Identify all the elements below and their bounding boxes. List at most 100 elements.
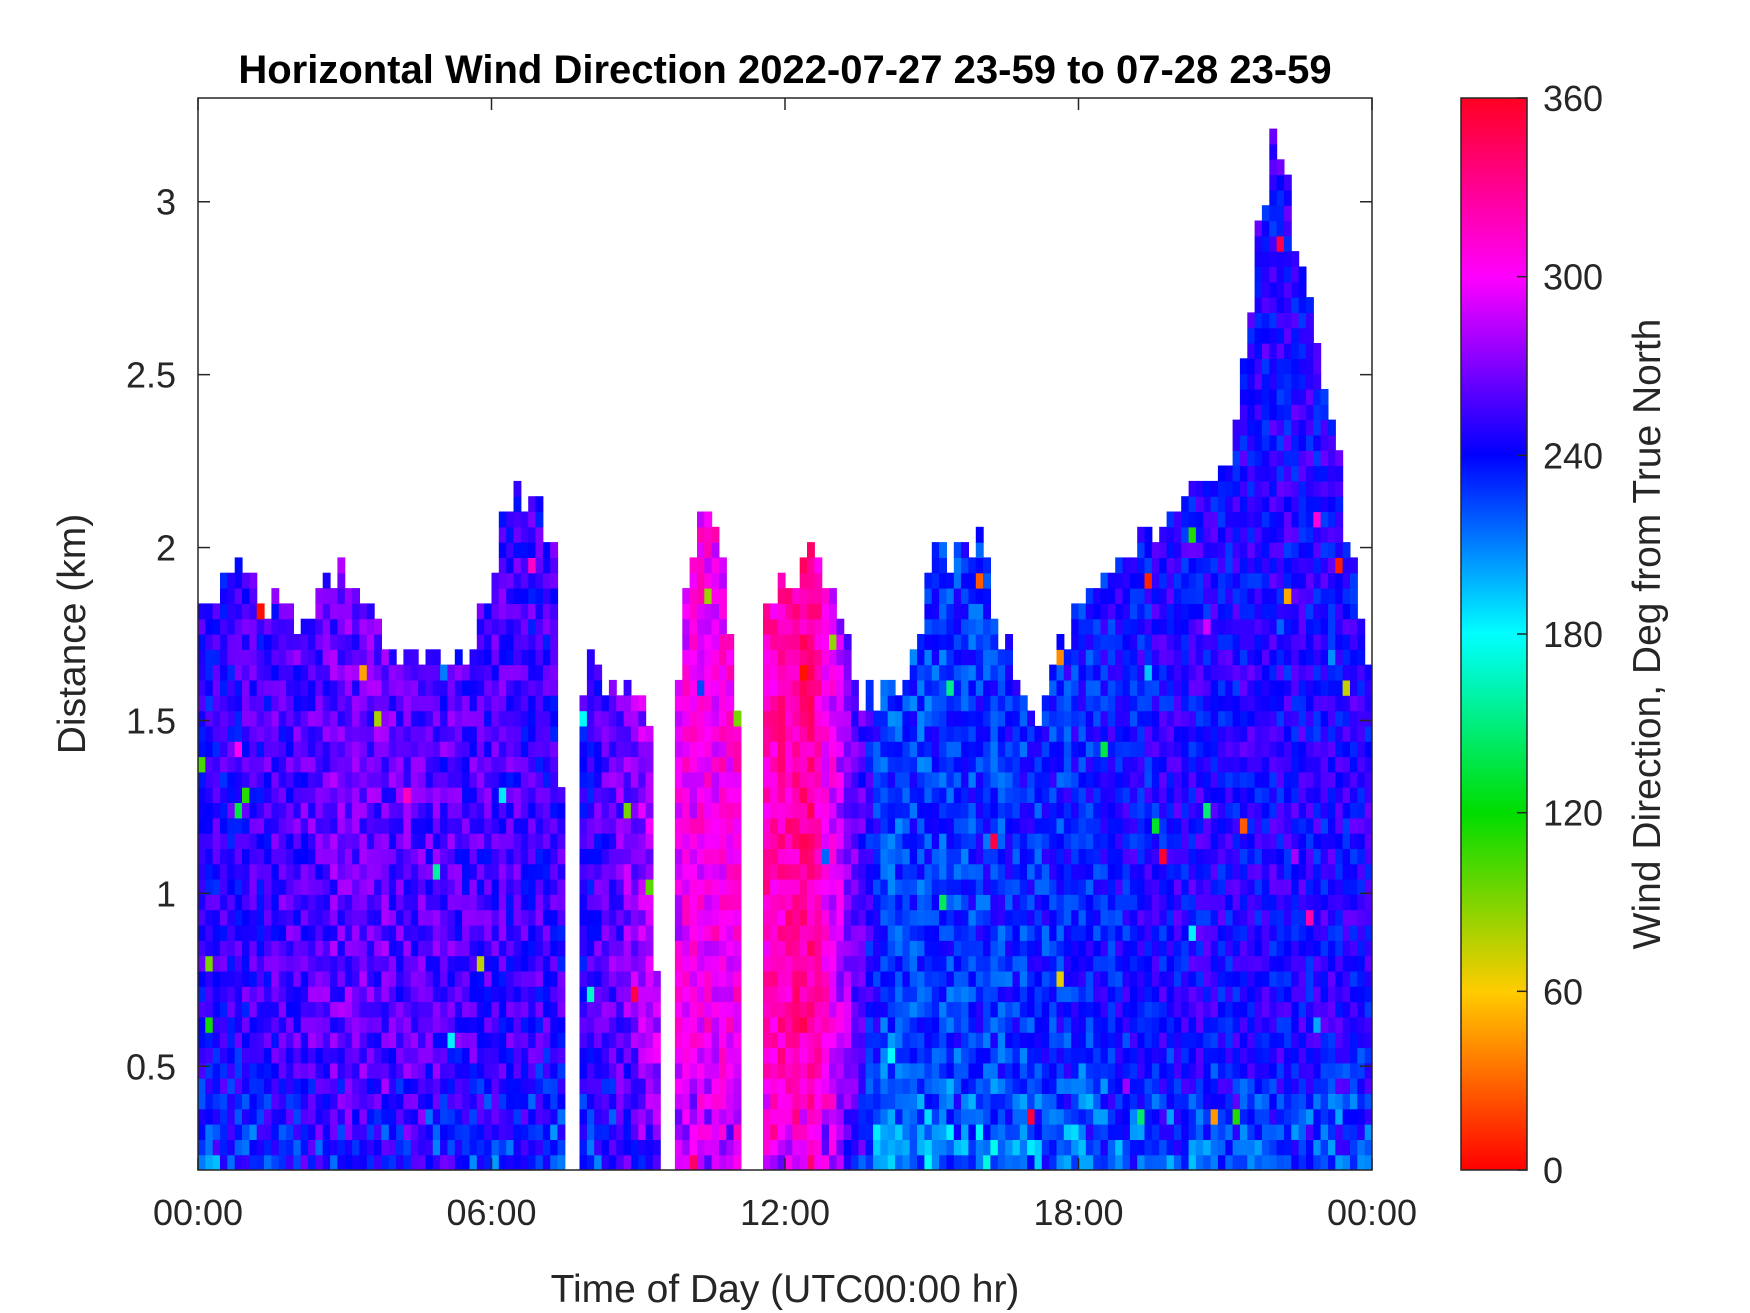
heatmap-cell: [821, 1062, 830, 1079]
heatmap-cell: [674, 741, 683, 758]
heatmap-cell: [1203, 572, 1212, 589]
heatmap-cell: [205, 1093, 214, 1110]
heatmap-cell: [1188, 603, 1197, 620]
heatmap-cell: [330, 588, 338, 604]
heatmap-cell: [498, 1001, 507, 1018]
heatmap-cell: [807, 986, 815, 1003]
heatmap-cell: [887, 771, 896, 788]
heatmap-cell: [726, 1108, 735, 1125]
heatmap-cell: [396, 1001, 404, 1018]
heatmap-cell: [997, 955, 1006, 972]
heatmap-cell: [1100, 925, 1109, 941]
heatmap-cell: [462, 1062, 470, 1079]
heatmap-cell: [586, 1108, 595, 1125]
heatmap-cell: [1107, 588, 1116, 604]
heatmap-cell: [792, 679, 801, 696]
heatmap-cell: [315, 588, 324, 604]
heatmap-cell: [1107, 572, 1116, 589]
heatmap-cell: [528, 909, 537, 926]
heatmap-cell: [807, 1001, 815, 1018]
heatmap-cell: [902, 756, 911, 773]
heatmap-cell: [1093, 603, 1102, 620]
heatmap-cell: [931, 970, 940, 987]
heatmap-cell: [542, 894, 551, 911]
heatmap-cell: [990, 1032, 999, 1049]
heatmap-cell: [286, 833, 294, 849]
heatmap-cell: [917, 1154, 925, 1170]
heatmap-cell: [711, 848, 720, 865]
heatmap-cell: [990, 1016, 999, 1033]
heatmap-cell: [212, 603, 221, 620]
heatmap-cell: [961, 1124, 969, 1140]
heatmap-cell: [410, 649, 419, 666]
heatmap-cell: [403, 1124, 412, 1140]
heatmap-cell: [1041, 787, 1050, 803]
heatmap-cell: [506, 771, 515, 788]
heatmap-cell: [1049, 1078, 1058, 1094]
heatmap-cell: [242, 664, 250, 681]
heatmap-cell: [1071, 771, 1080, 788]
heatmap-cell: [902, 955, 911, 972]
heatmap-cell: [256, 664, 265, 681]
heatmap-cell: [1093, 664, 1102, 681]
heatmap-cell: [1195, 1139, 1204, 1156]
heatmap-cell: [895, 725, 903, 742]
heatmap-cell: [1166, 1108, 1175, 1125]
heatmap-cell: [1166, 970, 1175, 987]
heatmap-cell: [1195, 603, 1204, 620]
heatmap-cell: [550, 542, 559, 558]
heatmap-cell: [491, 634, 500, 650]
heatmap-cell: [726, 925, 735, 941]
heatmap-cell: [462, 1078, 470, 1094]
heatmap-cell: [205, 1047, 214, 1064]
heatmap-cell: [1195, 833, 1204, 849]
heatmap-cell: [645, 1032, 654, 1049]
heatmap-cell: [807, 603, 815, 620]
heatmap-cell: [1041, 725, 1050, 742]
heatmap-cell: [425, 986, 434, 1003]
heatmap-cell: [792, 1001, 801, 1018]
heatmap-cell: [711, 1124, 720, 1140]
heatmap-cell: [682, 848, 691, 865]
heatmap-cell: [1217, 710, 1226, 727]
heatmap-cell: [865, 710, 874, 727]
heatmap-cell: [975, 618, 984, 635]
heatmap-cell: [359, 664, 368, 681]
heatmap-cell: [1085, 970, 1094, 987]
heatmap-cell: [425, 741, 434, 758]
heatmap-cell: [1203, 695, 1212, 712]
heatmap-cell: [586, 1093, 595, 1110]
heatmap-cell: [630, 1108, 639, 1125]
heatmap-cell: [1173, 526, 1182, 543]
heatmap-cell: [212, 970, 221, 987]
heatmap-cell: [814, 679, 823, 696]
heatmap-cell: [432, 817, 441, 834]
heatmap-cell: [983, 741, 991, 758]
heatmap-cell: [1129, 925, 1138, 941]
heatmap-cell: [374, 894, 382, 911]
heatmap-cell: [1225, 817, 1234, 834]
heatmap-cell: [1203, 741, 1212, 758]
heatmap-cell: [300, 879, 309, 895]
heatmap-cell: [917, 863, 925, 880]
heatmap-cell: [623, 1001, 632, 1018]
heatmap-cell: [308, 817, 316, 834]
heatmap-cell: [300, 1016, 309, 1033]
heatmap-cell: [763, 634, 771, 650]
heatmap-cell: [374, 1124, 382, 1140]
heatmap-cell: [337, 572, 346, 589]
heatmap-cell: [917, 894, 925, 911]
heatmap-cell: [579, 710, 588, 727]
heatmap-cell: [1100, 833, 1109, 849]
heatmap-cell: [961, 710, 969, 727]
heatmap-cell: [1041, 771, 1050, 788]
heatmap-cell: [476, 970, 485, 987]
heatmap-cell: [1085, 1047, 1094, 1064]
heatmap-cell: [689, 879, 698, 895]
heatmap-cell: [513, 940, 522, 957]
heatmap-cell: [454, 955, 463, 972]
heatmap-cell: [1129, 603, 1138, 620]
heatmap-cell: [1225, 1062, 1234, 1079]
heatmap-cell: [1085, 649, 1094, 666]
heatmap-cell: [1115, 572, 1124, 589]
